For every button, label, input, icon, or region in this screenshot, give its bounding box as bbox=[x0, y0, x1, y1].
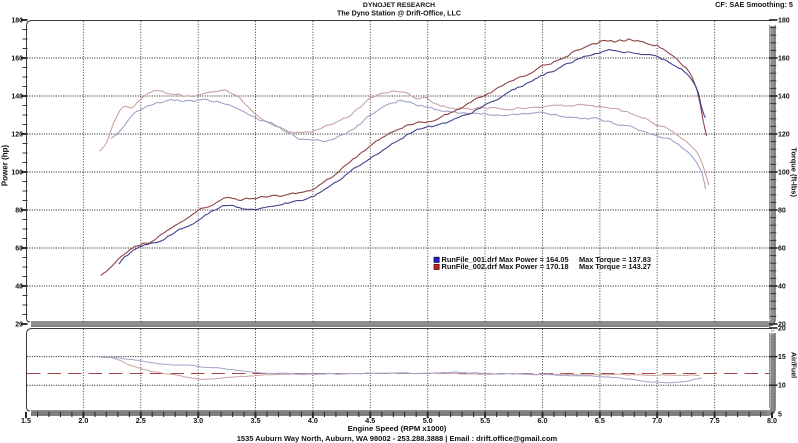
svg-text:140: 140 bbox=[11, 94, 23, 101]
svg-text:10: 10 bbox=[778, 383, 786, 390]
svg-text:100: 100 bbox=[778, 170, 790, 177]
svg-text:7.5: 7.5 bbox=[710, 416, 720, 425]
svg-text:5.5: 5.5 bbox=[480, 416, 490, 425]
svg-text:20: 20 bbox=[778, 322, 786, 329]
svg-text:DYNOJET RESEARCH: DYNOJET RESEARCH bbox=[363, 2, 435, 9]
svg-text:1.5: 1.5 bbox=[21, 416, 31, 425]
svg-text:1535 Auburn Way North, Auburn,: 1535 Auburn Way North, Auburn, WA 98002 … bbox=[237, 434, 558, 443]
svg-text:8.0: 8.0 bbox=[767, 416, 777, 425]
svg-text:140: 140 bbox=[778, 94, 790, 101]
svg-text:4.0: 4.0 bbox=[308, 416, 318, 425]
svg-text:Max Torque = 137.83: Max Torque = 137.83 bbox=[579, 255, 651, 264]
svg-text:CF: SAE Smoothing: 5: CF: SAE Smoothing: 5 bbox=[715, 0, 793, 9]
svg-text:6.5: 6.5 bbox=[595, 416, 605, 425]
svg-text:180: 180 bbox=[11, 18, 23, 25]
svg-text:6.0: 6.0 bbox=[538, 416, 548, 425]
svg-text:RunFile_001.drf Max Power = 16: RunFile_001.drf Max Power = 164.05 bbox=[442, 255, 569, 264]
svg-text:5.0: 5.0 bbox=[423, 416, 433, 425]
svg-text:Air/Fuel: Air/Fuel bbox=[790, 352, 797, 378]
svg-text:160: 160 bbox=[11, 56, 23, 63]
svg-text:Max Torque = 143.27: Max Torque = 143.27 bbox=[579, 262, 651, 271]
svg-text:Torque (ft-lbs): Torque (ft-lbs) bbox=[790, 147, 798, 197]
svg-text:40: 40 bbox=[778, 284, 786, 291]
svg-text:7.0: 7.0 bbox=[652, 416, 662, 425]
svg-text:180: 180 bbox=[778, 18, 790, 25]
svg-text:120: 120 bbox=[778, 132, 790, 139]
svg-text:100: 100 bbox=[11, 170, 23, 177]
svg-text:20: 20 bbox=[778, 326, 786, 333]
svg-text:20: 20 bbox=[15, 322, 23, 329]
svg-text:2.0: 2.0 bbox=[78, 416, 88, 425]
svg-text:80: 80 bbox=[15, 208, 23, 215]
svg-text:Engine Speed (RPM x1000): Engine Speed (RPM x1000) bbox=[348, 424, 447, 433]
svg-text:80: 80 bbox=[778, 208, 786, 215]
svg-text:3.0: 3.0 bbox=[193, 416, 203, 425]
svg-text:The Dyno Station @ Drift-Offic: The Dyno Station @ Drift-Office, LLC bbox=[337, 10, 461, 18]
svg-text:5: 5 bbox=[778, 411, 782, 418]
svg-text:Power (hp): Power (hp) bbox=[1, 145, 10, 187]
svg-text:60: 60 bbox=[15, 246, 23, 253]
svg-text:15: 15 bbox=[778, 354, 786, 361]
svg-text:2.5: 2.5 bbox=[136, 416, 146, 425]
svg-text:4.5: 4.5 bbox=[365, 416, 375, 425]
svg-text:160: 160 bbox=[778, 56, 790, 63]
svg-text:60: 60 bbox=[778, 246, 786, 253]
svg-text:40: 40 bbox=[15, 284, 23, 291]
svg-text:120: 120 bbox=[11, 132, 23, 139]
svg-text:RunFile_002.drf Max Power = 17: RunFile_002.drf Max Power = 170.18 bbox=[442, 262, 569, 271]
svg-text:3.5: 3.5 bbox=[251, 416, 261, 425]
